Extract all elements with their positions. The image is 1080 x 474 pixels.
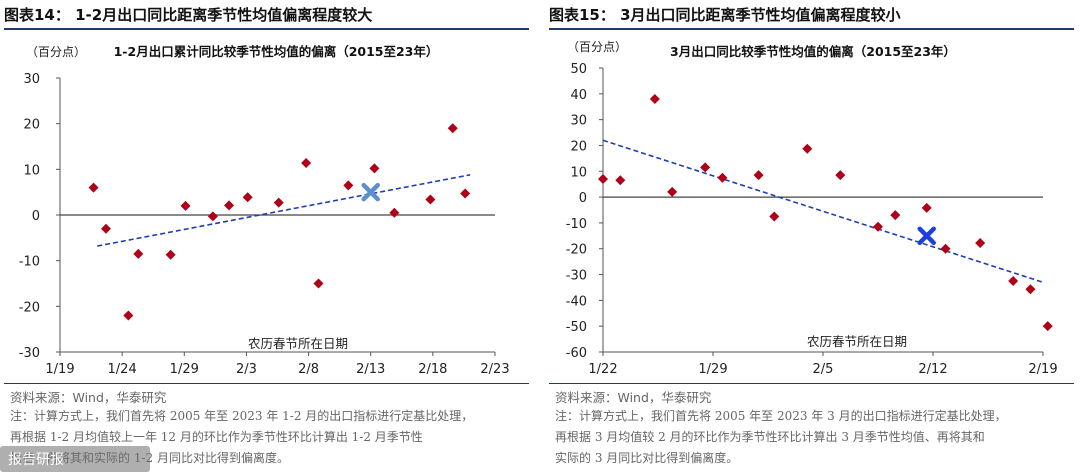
x-tick-label: 2/23 [480,362,509,377]
data-point [224,200,235,211]
x-tick-label: 1/19 [45,362,74,377]
highlight-marker-stroke [917,226,936,246]
note-line: 再根据 3 月均值较 2 月的环比作为季节性环比计算出 3 月季节性均值、再将其… [555,430,985,444]
title-rule [549,28,1074,30]
data-point [1008,276,1019,286]
x-tick-label: 1/29 [170,362,199,377]
highlight-marker [361,182,380,202]
data-point [700,162,711,173]
data-point [100,223,111,234]
data-point [460,188,471,199]
data-point [940,243,951,254]
x-tick-label: 2/5 [813,362,834,377]
data-point [313,278,324,289]
y-tick-label: 30 [23,72,40,87]
y-tick-label: 0 [32,209,40,224]
data-point [1025,284,1036,295]
unit-label: （百分点） [567,40,627,54]
data-point [343,180,354,191]
y-tick-label: 50 [570,62,587,77]
figure-title: 图表14： 1-2月出口同比距离季节性均值偏离程度较大 [4,6,373,24]
data-point [667,186,678,197]
bottom-rule [549,383,1074,384]
x-tick-label: 2/13 [356,362,385,377]
x-tick-label: 1/29 [698,362,727,377]
y-tick-label: -60 [566,346,587,361]
trend-line [602,139,1044,284]
chart-title: 1-2月出口累计同比较季节性均值的偏离（2015至23年） [114,44,439,59]
data-point [717,172,728,183]
bottom-rule [4,383,529,384]
y-tick-label: -30 [566,269,587,284]
data-point [769,211,780,222]
x-tick-label: 2/12 [918,362,947,377]
unit-label: （百分点） [26,45,86,59]
highlight-marker [917,226,936,246]
y-tick-label: -50 [566,320,587,335]
data-point [890,210,901,221]
data-point [1042,321,1053,332]
chart-panel-left: 图表14： 1-2月出口同比距离季节性均值偏离程度较大 （百分点） 1-2月出口… [0,0,535,474]
trend-line [97,174,471,247]
figure-title: 图表15： 3月出口同比距离季节性均值偏离程度较小 [549,6,901,24]
data-point [447,123,458,134]
y-tick-label: -20 [19,300,40,315]
data-point [133,248,144,259]
x-axis-label: 农历春节所在日期 [807,334,907,349]
data-point [873,221,883,232]
data-point [615,175,626,186]
watermark-badge [0,446,150,472]
source-text: 资料来源：Wind，华泰研究 [555,390,712,405]
y-tick-label: -30 [19,346,40,361]
source-text: 资料来源：Wind，华泰研究 [10,390,167,405]
note-line: 注：计算方式上，我们首先将 2005 年至 2023 年 1-2 月的出口指标进… [10,409,474,423]
data-point [835,170,846,181]
data-point [273,197,284,208]
x-tick-label: 1/24 [108,362,137,377]
note-line: 再根据 1-2 月均值较上一年 12 月的环比作为季节性环比计算出 1-2 月季… [10,430,423,444]
y-tick-label: 10 [23,163,40,178]
highlight-marker-stroke [361,182,380,202]
y-tick-label: -10 [566,217,587,232]
watermark-text: 报告研报 [8,452,64,468]
data-point [425,194,436,205]
y-tick-label: 30 [570,114,587,129]
data-point [802,143,813,154]
data-point [921,202,932,213]
data-point [242,192,253,203]
data-point [389,207,400,218]
note-line: 实际的 3 月同比对比得到偏离度。 [555,451,739,465]
x-tick-label: 2/18 [418,362,447,377]
x-tick-label: 1/22 [588,362,617,377]
x-tick-label: 2/19 [1028,362,1057,377]
scatter-chart: （百分点） 3月出口同比较季节性均值的偏离（2015至23年） 农历春节所在日期… [566,40,1058,377]
x-tick-label: 2/3 [236,362,257,377]
x-axis-label: 农历春节所在日期 [248,336,348,351]
y-tick-label: -40 [566,294,587,309]
y-tick-label: 20 [570,139,587,154]
data-point [649,93,660,104]
data-point [301,157,312,168]
y-tick-label: 40 [570,88,587,103]
data-point [207,211,218,222]
x-tick-label: 2/8 [298,362,319,377]
y-tick-label: 20 [23,118,40,133]
data-point [180,200,191,211]
data-point [88,182,99,193]
y-tick-label: 0 [579,191,587,206]
data-point [369,163,380,174]
chart-title: 3月出口同比较季节性均值的偏离（2015至23年） [670,44,956,59]
note-line: 注：计算方式上，我们首先将 2005 年至 2023 年 3 月的出口指标进行定… [555,409,1007,423]
data-point [165,249,176,260]
data-point [753,170,764,181]
data-point [598,174,608,185]
y-tick-label: -10 [19,255,40,270]
data-point [123,310,134,321]
title-rule [4,28,529,30]
y-tick-label: 10 [570,165,587,180]
data-point [975,238,986,249]
scatter-chart: （百分点） 1-2月出口累计同比较季节性均值的偏离（2015至23年） 农历春节… [19,44,510,377]
y-tick-label: -20 [566,243,587,258]
chart-panel-right: 图表15： 3月出口同比距离季节性均值偏离程度较小 （百分点） 3月出口同比较季… [545,0,1080,474]
